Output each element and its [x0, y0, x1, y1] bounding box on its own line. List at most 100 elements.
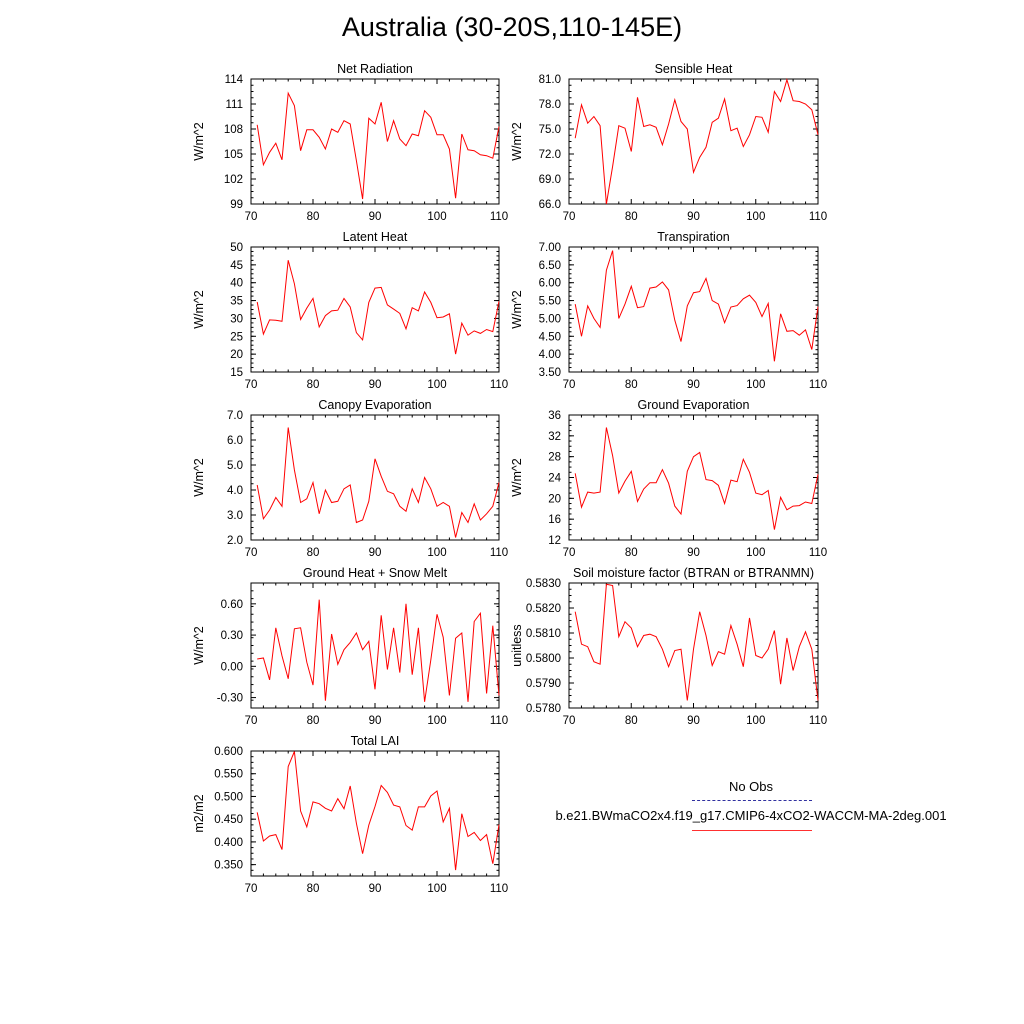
x-tick-label: 110	[490, 211, 508, 223]
y-tick-label: 108	[224, 124, 243, 136]
plot-frame	[568, 78, 819, 205]
x-tick-label: 100	[746, 211, 765, 223]
series-line-0	[256, 91, 500, 200]
x-tick-label: 80	[625, 547, 638, 559]
series-line-0	[574, 427, 819, 530]
y-axis-label: W/m^2	[192, 458, 206, 497]
series-line-0	[256, 751, 500, 871]
y-tick-label: 0.60	[221, 599, 243, 611]
y-tick-label: 3.50	[539, 367, 561, 379]
y-tick-label: 4.0	[227, 485, 243, 497]
y-tick-label: 24	[548, 473, 561, 485]
series-line-0	[574, 583, 819, 701]
x-tick-label: 70	[245, 715, 258, 727]
panel-title: Soil moisture factor (BTRAN or BTRANMN)	[573, 566, 814, 580]
x-tick-label: 70	[563, 211, 576, 223]
y-tick-label: 6.00	[539, 278, 561, 290]
y-tick-label: 6.50	[539, 260, 561, 272]
y-tick-label: 50	[230, 242, 243, 254]
y-tick-label: 7.00	[539, 242, 561, 254]
y-tick-label: 20	[548, 493, 561, 505]
chart-panel-3: Transpiration 70 80 90 100 110 3.50 4.00 4.50 5.0…	[510, 230, 827, 391]
chart-panel-5: Ground Evaporation 70 80 90 100 110 12 16 20 24 28…	[510, 398, 827, 559]
y-tick-label: 114	[225, 74, 244, 86]
y-tick-label: 69.0	[539, 174, 561, 186]
x-tick-label: 90	[687, 379, 700, 391]
panel-title: Ground Evaporation	[638, 398, 750, 412]
y-tick-label: 2.0	[227, 535, 243, 547]
chart-panel-4: Canopy Evaporation 70 80 90 100 110 2.0 3.0 4.0 5…	[192, 398, 508, 559]
y-tick-label: 0.5790	[526, 678, 561, 690]
x-tick-label: 90	[369, 715, 382, 727]
panel-title: Ground Heat + Snow Melt	[303, 566, 448, 580]
y-tick-label: 75.0	[539, 124, 561, 136]
y-tick-label: 0.500	[214, 791, 243, 803]
x-tick-label: 80	[625, 379, 638, 391]
legend-obs-line	[692, 800, 812, 801]
y-tick-label: 0.5830	[526, 578, 561, 590]
y-tick-label: 81.0	[539, 74, 561, 86]
panel-title: Net Radiation	[337, 62, 413, 76]
x-tick-label: 90	[369, 547, 382, 559]
legend-model-line	[692, 830, 812, 831]
series-line-0	[257, 599, 500, 702]
y-tick-label: 35	[230, 296, 243, 308]
y-tick-label: 4.50	[539, 331, 561, 343]
y-axis-label: W/m^2	[510, 290, 524, 329]
x-tick-label: 110	[809, 547, 827, 559]
series-line-0	[574, 78, 819, 205]
y-tick-label: 40	[230, 278, 243, 290]
x-tick-label: 100	[427, 379, 446, 391]
x-tick-label: 70	[245, 211, 258, 223]
y-tick-label: 102	[224, 174, 243, 186]
x-tick-label: 100	[746, 379, 765, 391]
chart-panel-1: Sensible Heat 70 80 90 100 110 66.0 69.0 72.0 75.…	[510, 62, 827, 223]
panel-title: Latent Heat	[343, 230, 408, 244]
panel-title: Transpiration	[657, 230, 730, 244]
y-tick-label: 0.5820	[526, 603, 561, 615]
x-tick-label: 110	[809, 379, 827, 391]
legend-obs-label: No Obs	[728, 779, 774, 794]
y-tick-label: 4.00	[539, 349, 561, 361]
y-tick-label: 36	[548, 410, 561, 422]
y-tick-label: 111	[226, 99, 243, 111]
y-tick-label: 0.5810	[526, 628, 561, 640]
y-tick-label: 78.0	[539, 99, 561, 111]
plot-frame	[568, 414, 819, 541]
chart-panel-7: Soil moisture factor (BTRAN or BTRANMN) 7…	[510, 566, 827, 727]
chart-panel-6: Ground Heat + Snow Melt 70 80 90 100 110 -0.30…	[192, 566, 508, 727]
y-tick-label: 0.00	[221, 661, 243, 673]
x-tick-label: 90	[369, 883, 382, 895]
x-tick-label: 70	[245, 883, 258, 895]
panel-title: Canopy Evaporation	[318, 398, 431, 412]
x-tick-label: 80	[625, 211, 638, 223]
series-line-0	[256, 427, 500, 538]
x-tick-label: 100	[746, 547, 765, 559]
y-tick-label: 12	[548, 535, 561, 547]
y-tick-label: 105	[224, 149, 243, 161]
y-tick-label: -0.30	[217, 693, 243, 705]
x-tick-label: 80	[307, 379, 320, 391]
x-tick-label: 100	[427, 211, 446, 223]
y-tick-label: 5.50	[539, 296, 561, 308]
x-tick-label: 110	[490, 715, 508, 727]
y-tick-label: 28	[548, 452, 561, 464]
x-tick-label: 80	[625, 715, 638, 727]
y-tick-label: 16	[548, 514, 561, 526]
y-tick-label: 0.30	[221, 630, 243, 642]
plot-frame	[568, 246, 819, 373]
x-tick-label: 70	[563, 547, 576, 559]
chart-panel-0: Net Radiation 70 80 90 100 110 99 102 105 108 111 1…	[192, 62, 508, 223]
x-tick-label: 110	[809, 211, 827, 223]
x-tick-label: 100	[427, 547, 446, 559]
y-axis-label: W/m^2	[510, 458, 524, 497]
x-tick-label: 70	[563, 379, 576, 391]
plot-frame	[250, 246, 500, 373]
x-tick-label: 100	[427, 883, 446, 895]
y-tick-label: 6.0	[227, 435, 243, 447]
y-axis-label: unitless	[510, 624, 524, 666]
y-tick-label: 66.0	[539, 199, 561, 211]
y-tick-label: 0.400	[214, 837, 243, 849]
x-tick-label: 80	[307, 547, 320, 559]
y-tick-label: 7.0	[227, 410, 243, 422]
